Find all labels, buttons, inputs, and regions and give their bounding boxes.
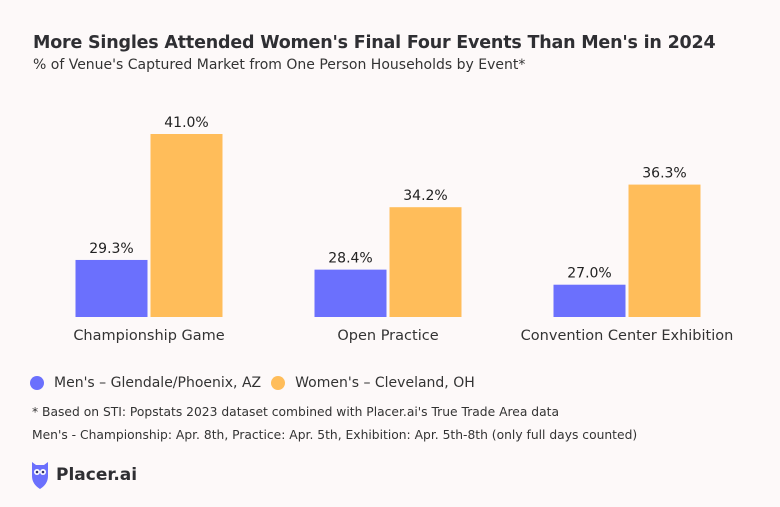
data-label: 41.0% [164, 115, 208, 131]
logo-text: Placer.ai [56, 465, 138, 485]
category-label: Convention Center Exhibition [521, 328, 734, 344]
legend-label-women: Women's – Cleveland, OH [295, 375, 475, 391]
footnote-source: * Based on STI: Popstats 2023 dataset co… [32, 405, 559, 419]
placer-logo: Placer.ai [30, 460, 137, 490]
bar-women [389, 207, 462, 317]
legend-label-men: Men's – Glendale/Phoenix, AZ [54, 375, 262, 391]
category-label: Championship Game [73, 328, 224, 344]
legend-swatch-women [271, 376, 286, 390]
bar-men [75, 259, 148, 317]
legend: Men's – Glendale/Phoenix, AZ Women's – C… [30, 375, 485, 391]
bar-men [314, 269, 387, 317]
chart-title: More Singles Attended Women's Final Four… [33, 33, 716, 53]
legend-item-women: Women's – Cleveland, OH [271, 375, 475, 391]
owl-icon [32, 462, 48, 489]
category-label: Open Practice [337, 328, 438, 344]
legend-swatch-men [30, 376, 44, 390]
footnote-dates: Men's - Championship: Apr. 8th, Practice… [32, 428, 638, 442]
chart-subtitle: % of Venue's Captured Market from One Pe… [33, 57, 526, 73]
data-label: 28.4% [328, 251, 372, 267]
data-label: 36.3% [642, 166, 686, 182]
bar-men [553, 284, 626, 317]
data-label: 27.0% [567, 266, 611, 282]
legend-item-men: Men's – Glendale/Phoenix, AZ [30, 375, 261, 391]
data-label: 29.3% [89, 241, 133, 257]
data-label: 34.2% [403, 188, 447, 204]
bar-women [150, 134, 223, 317]
bar-women [628, 184, 701, 317]
